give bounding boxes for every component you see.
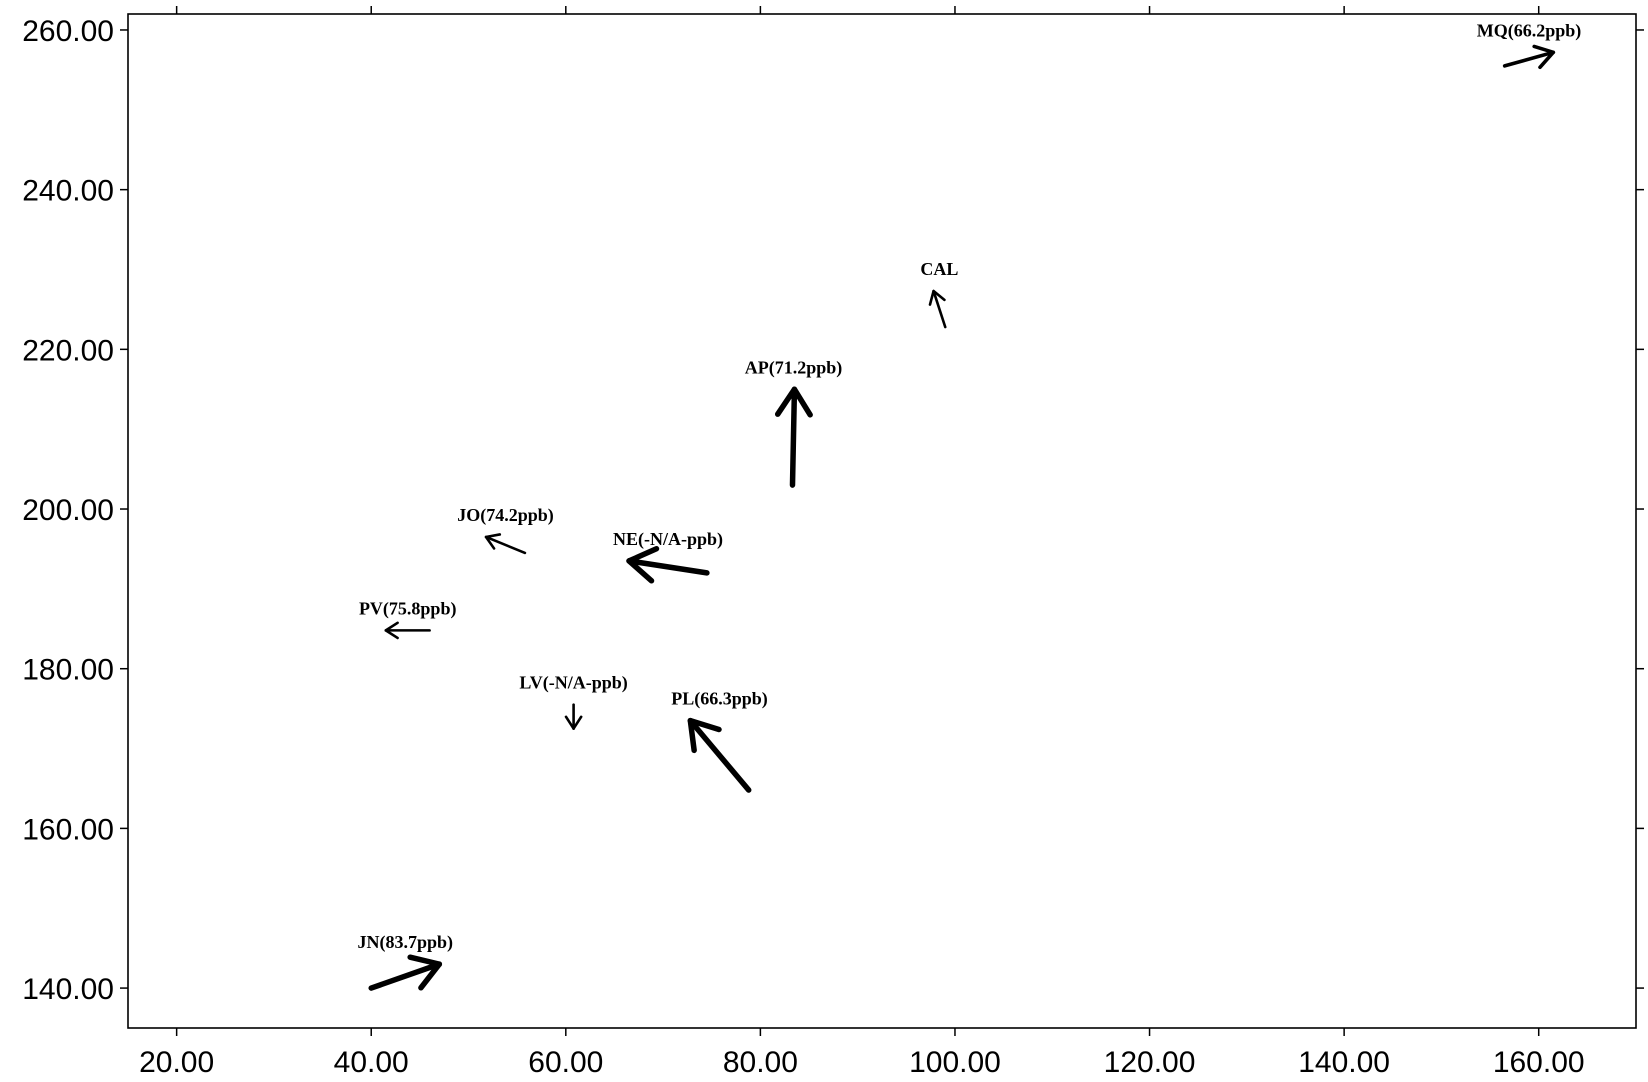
point-label-1: CAL: [920, 259, 958, 279]
arrow-2: [774, 386, 813, 488]
arrow-8: [368, 954, 443, 991]
y-tick-label: 260.00: [22, 15, 114, 48]
x-tick-label: 20.00: [139, 1046, 214, 1079]
arrow-4: [626, 545, 710, 584]
point-labels: MQ(66.2ppb) CAL AP(71.2ppb) JO(74.2ppb) NE(-…: [358, 20, 1582, 953]
y-tick-label: 200.00: [22, 494, 114, 527]
point-label-0: MQ(66.2ppb): [1477, 20, 1582, 41]
x-tick-label: 80.00: [723, 1046, 798, 1079]
axis-ticks: [120, 6, 1644, 1036]
point-label-7: PL(66.3ppb): [671, 689, 768, 710]
arrow-1: [928, 289, 947, 329]
axis-tick-labels: 20.00 40.00 60.00 80.00 100.00 120.00 140.00 16…: [22, 15, 1584, 1079]
arrow-series: [368, 44, 1556, 991]
point-label-3: JO(74.2ppb): [457, 505, 554, 526]
y-tick-label: 140.00: [22, 973, 114, 1006]
y-tick-label: 160.00: [22, 813, 114, 846]
plot-frame: [127, 13, 1637, 1029]
arrow-6: [564, 703, 583, 730]
y-tick-label: 240.00: [22, 175, 114, 208]
x-tick-label: 40.00: [334, 1046, 409, 1079]
arrow-0: [1502, 44, 1556, 70]
x-tick-label: 120.00: [1104, 1046, 1196, 1079]
arrow-3: [484, 533, 527, 555]
x-tick-label: 60.00: [528, 1046, 603, 1079]
x-tick-label: 140.00: [1298, 1046, 1390, 1079]
point-label-4: NE(-N/A-ppb): [613, 529, 723, 550]
point-label-2: AP(71.2ppb): [745, 357, 843, 378]
arrow-5: [384, 621, 431, 640]
y-tick-label: 220.00: [22, 334, 114, 367]
x-tick-label: 160.00: [1493, 1046, 1585, 1079]
y-tick-label: 180.00: [22, 654, 114, 687]
point-label-6: LV(-N/A-ppb): [519, 673, 627, 694]
x-tick-label: 100.00: [909, 1046, 1001, 1079]
arrow-7: [687, 717, 752, 793]
point-label-8: JN(83.7ppb): [358, 932, 454, 953]
point-label-5: PV(75.8ppb): [359, 598, 457, 619]
